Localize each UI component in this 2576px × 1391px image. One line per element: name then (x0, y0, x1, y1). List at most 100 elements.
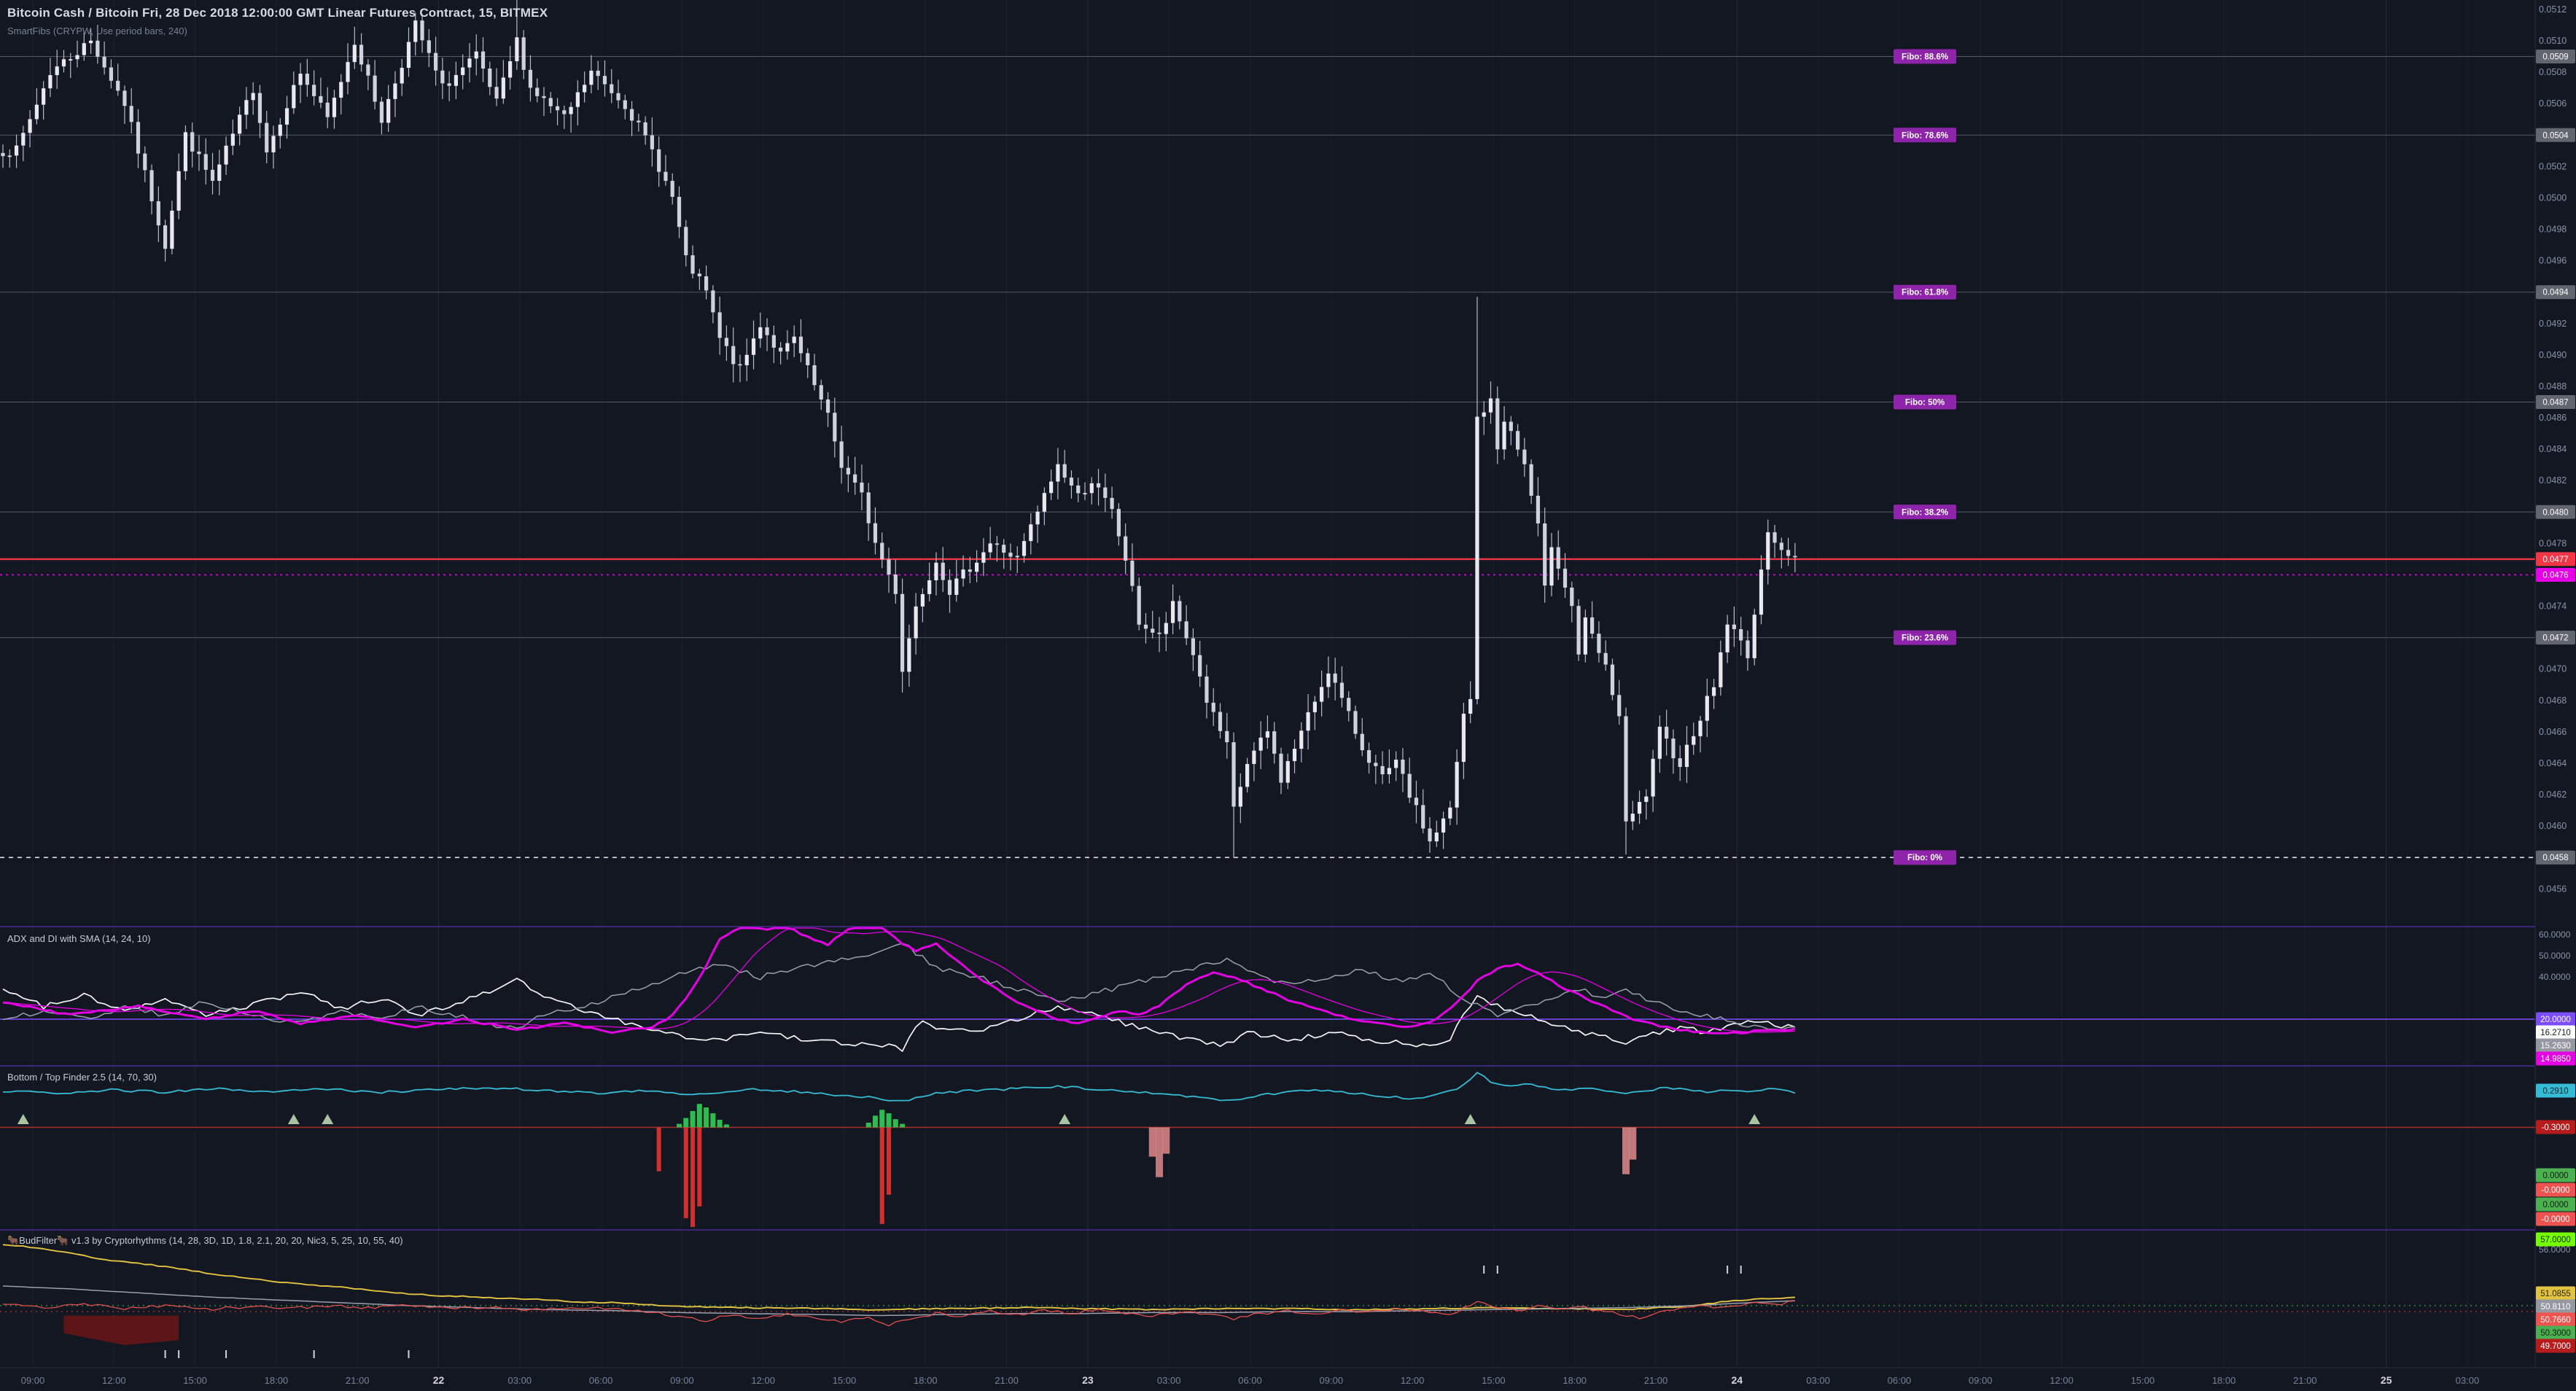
candle-body (806, 353, 810, 366)
fib-label-chip[interactable] (1894, 128, 1956, 143)
candle-body (873, 523, 878, 543)
fib-label-chip[interactable] (1894, 630, 1956, 645)
price-tag (2536, 504, 2575, 519)
candle-body (583, 85, 587, 93)
adx-pane[interactable] (0, 927, 2535, 1066)
histogram-bar-green (723, 1124, 729, 1128)
indicator-line-bud-slow (2, 1285, 1795, 1317)
price-pane[interactable] (0, 0, 2535, 927)
candle-body (1793, 556, 1797, 558)
candle-body (920, 593, 925, 607)
adx-grid-label: 60.0000 (2539, 930, 2571, 940)
candle-body (501, 77, 505, 99)
indicator-adx-label[interactable]: ADX and DI with SMA (14, 24, 10) (7, 933, 151, 944)
candle-body (129, 106, 133, 122)
candle-body (1434, 832, 1439, 842)
candle-body (96, 40, 100, 57)
candle-body (14, 145, 19, 156)
candle-body (684, 227, 688, 256)
candle-body (1265, 731, 1270, 738)
fib-label-chip[interactable] (1894, 49, 1956, 64)
candle-body (1339, 682, 1345, 698)
candle-body (1198, 655, 1202, 677)
bud-pane[interactable] (0, 1230, 2535, 1368)
candle-body (623, 100, 627, 109)
indicator-smartfibs-label[interactable]: SmartFibs (CRYPW, Use period bars, 240) (7, 26, 187, 36)
candle-body (1056, 464, 1060, 482)
candle-body (1779, 542, 1783, 550)
bud-signal-tick (178, 1350, 180, 1358)
candle-body (798, 336, 803, 354)
price-tick-label: 0.0492 (2539, 319, 2567, 329)
candle-body (149, 170, 154, 202)
adx-grid-label: 40.0000 (2539, 972, 2571, 982)
candle-body (1428, 828, 1432, 842)
histogram-bar-softred (1148, 1127, 1156, 1157)
fib-label-text: Fibo: 61.8% (1902, 289, 1948, 297)
time-label: 15:00 (833, 1375, 857, 1386)
time-label: 06:00 (1238, 1375, 1262, 1386)
price-axis[interactable] (2535, 0, 2576, 1368)
histogram-bar-softred (1629, 1127, 1637, 1160)
indicator-topfinder-label[interactable]: Bottom / Top Finder 2.5 (14, 70, 30) (7, 1072, 157, 1083)
histogram-bar-green (886, 1113, 892, 1128)
candle-body (1258, 737, 1263, 751)
candle-body (190, 132, 195, 152)
price-tag (2536, 1182, 2575, 1197)
candle-body (393, 83, 397, 99)
histogram-bar-green (710, 1113, 716, 1128)
fib-label-chip[interactable] (1894, 284, 1956, 300)
price-tick-label: 0.0468 (2539, 696, 2567, 706)
candle-body (765, 327, 769, 335)
candle-body (1603, 652, 1608, 665)
candle-body (907, 638, 911, 672)
price-tag (2536, 552, 2575, 566)
candle-body (1272, 731, 1277, 754)
candle-body (1516, 431, 1520, 450)
candle-body (1739, 629, 1743, 641)
price-tick-label: 0.0460 (2539, 821, 2567, 831)
time-label: 06:00 (589, 1375, 613, 1386)
candle-body (771, 335, 776, 348)
time-label: 21:00 (346, 1375, 370, 1386)
price-tag-text: 20.0000 (2540, 1016, 2571, 1024)
indicator-budfilter-label[interactable]: 🐂BudFilter🐂 v1.3 by Cryptorhythms (14, 2… (7, 1235, 403, 1246)
candle-body (88, 40, 93, 44)
candle-body (1468, 698, 1473, 714)
symbol-title[interactable]: Bitcoin Cash / Bitcoin Fri, 28 Dec 2018 … (7, 6, 548, 20)
candle-body (1698, 720, 1703, 736)
fib-label-chip[interactable] (1894, 850, 1956, 865)
candle-body (610, 84, 614, 93)
candle-body (914, 606, 918, 639)
fib-label-chip[interactable] (1894, 504, 1956, 520)
price-tag-text: 0.0509 (2542, 53, 2568, 62)
signal-triangle-icon (1059, 1114, 1071, 1124)
candle-body (1157, 632, 1161, 634)
price-tag-text: -0.3000 (2541, 1123, 2569, 1132)
candle-body (1705, 696, 1709, 721)
candle-body (474, 51, 478, 59)
candle-body (1766, 532, 1770, 570)
candle-body (853, 474, 857, 483)
candle-body (7, 155, 12, 157)
candle-body (1536, 495, 1541, 523)
candle-body (975, 562, 979, 572)
candle-body (1062, 464, 1067, 478)
fib-label-chip[interactable] (1894, 394, 1956, 410)
price-tick-label: 0.0506 (2539, 98, 2567, 109)
price-tag (2536, 285, 2575, 300)
candle-body (731, 346, 736, 365)
candle-body (1231, 742, 1236, 807)
time-axis[interactable] (0, 1368, 2576, 1391)
candle-body (176, 171, 181, 211)
candle-body (163, 225, 168, 249)
candle-body (1617, 695, 1622, 717)
candle-body (1570, 588, 1574, 607)
candle-body (238, 114, 242, 134)
signal-triangle-icon (1748, 1114, 1761, 1124)
candle-body (447, 83, 451, 86)
candle-body (1353, 711, 1358, 734)
btf-pane[interactable] (0, 1066, 2535, 1230)
candle-body (535, 87, 540, 96)
